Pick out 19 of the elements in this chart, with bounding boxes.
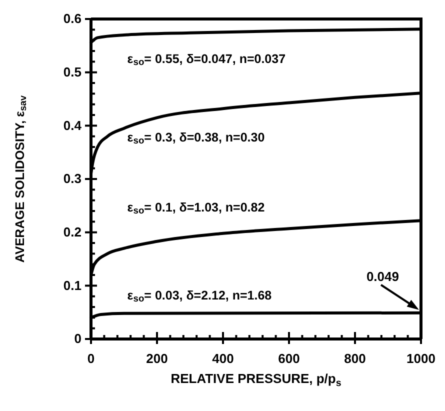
y-tick-label: 0.2 [63, 224, 82, 240]
y-tick-label: 0.4 [63, 118, 82, 133]
x-tick-label: 600 [278, 350, 300, 366]
x-tick-label: 800 [344, 350, 366, 366]
series-label: ε$_{so}$= 0.3, δ=0.38, n=0.30 [127, 130, 265, 146]
x-tick-label: 400 [212, 350, 234, 366]
x-tick-label: 0 [87, 350, 95, 366]
series-label: ε$_{so}$= 0.1, δ=1.03, n=0.82 [127, 200, 265, 216]
series-label: ε$_{so}$= 0.03, δ=2.12, n=1.68 [127, 288, 272, 304]
annotation: 0.049 [366, 268, 399, 284]
x-tick-label: 200 [146, 350, 168, 366]
y-tick-label: 0.3 [63, 171, 82, 186]
y-tick-label: 0 [74, 331, 82, 346]
y-tick-label: 0.5 [63, 64, 82, 80]
x-axis-title: RELATIVE PRESSURE, p/p$_{s}$ [170, 371, 342, 388]
x-tick-label: 1000 [406, 350, 436, 366]
y-tick-label: 0.1 [63, 278, 82, 293]
series-label: ε$_{so}$= 0.55, δ=0.047, n=0.037 [127, 52, 286, 68]
y-tick-label: 0.6 [63, 11, 82, 26]
